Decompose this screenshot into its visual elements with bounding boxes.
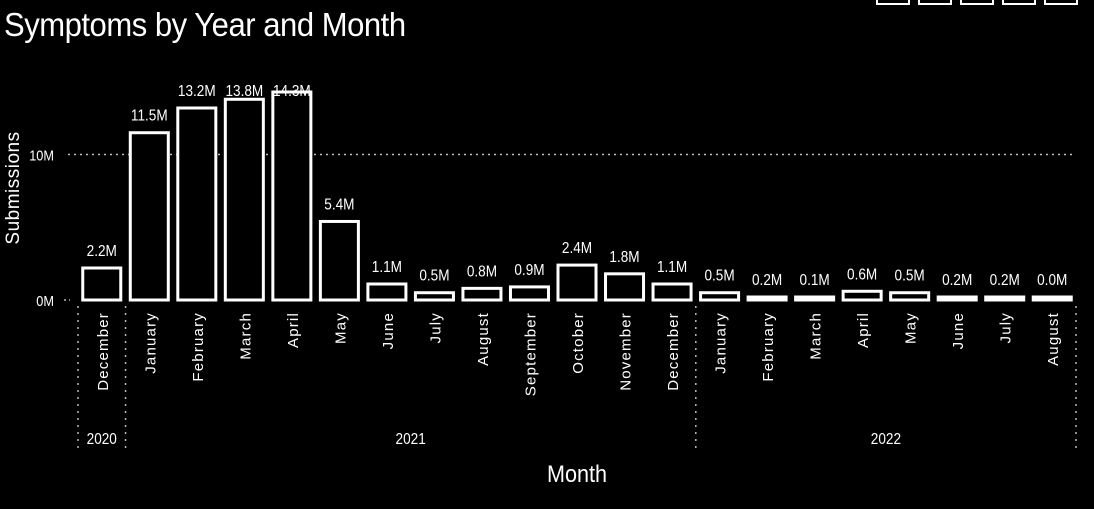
bar-april[interactable] xyxy=(271,90,313,302)
bar-june[interactable] xyxy=(936,295,978,302)
bar-december[interactable] xyxy=(81,266,123,302)
data-label: 0.0M xyxy=(1037,272,1067,289)
data-label: 11.5M xyxy=(131,108,168,125)
x-tick-label: July xyxy=(998,312,1015,343)
bar-july[interactable] xyxy=(984,295,1026,302)
data-label: 0.2M xyxy=(752,272,782,289)
x-tick-label: October xyxy=(570,312,587,374)
data-label: 14.3M xyxy=(273,83,311,100)
bar-march[interactable] xyxy=(794,295,836,302)
x-tick-label: March xyxy=(237,312,254,360)
data-label: 0.9M xyxy=(514,262,544,279)
year-label: 2022 xyxy=(871,431,901,448)
x-axis-label: Month xyxy=(547,460,607,487)
drill-up-icon[interactable] xyxy=(918,0,952,5)
data-label: 2.4M xyxy=(562,240,592,257)
data-label: 1.1M xyxy=(372,259,402,276)
data-label: 13.2M xyxy=(178,83,216,100)
x-tick-label: April xyxy=(855,312,872,348)
data-label: 0.5M xyxy=(895,268,925,285)
bar-may[interactable] xyxy=(318,219,360,302)
expand-icon[interactable] xyxy=(1002,0,1036,5)
x-tick-label: July xyxy=(427,312,444,343)
x-tick-label: December xyxy=(95,312,112,391)
filter-icon[interactable] xyxy=(876,0,910,5)
bar-december[interactable] xyxy=(651,282,693,302)
x-tick-label: January xyxy=(142,312,159,374)
visual-header-icons[interactable] xyxy=(876,0,1078,5)
data-label: 0.1M xyxy=(800,272,830,289)
bar-january[interactable] xyxy=(128,131,170,302)
x-tick-label: November xyxy=(618,312,635,391)
data-label: 13.8M xyxy=(225,83,263,100)
y-tick-label: 10M xyxy=(29,147,54,164)
x-tick-label: June xyxy=(380,312,397,349)
data-label: 0.2M xyxy=(942,272,972,289)
bar-august[interactable] xyxy=(1031,295,1073,302)
bar-october[interactable] xyxy=(556,263,598,302)
x-tick-label: August xyxy=(1045,312,1062,366)
year-label: 2020 xyxy=(87,431,117,448)
year-label: 2021 xyxy=(396,431,426,448)
data-label: 0.8M xyxy=(467,263,497,280)
bar-july[interactable] xyxy=(413,291,455,302)
x-tick-label: April xyxy=(285,312,302,348)
bar-september[interactable] xyxy=(508,285,550,302)
data-label: 2.2M xyxy=(87,243,117,260)
bar-june[interactable] xyxy=(366,282,408,302)
x-tick-label: March xyxy=(808,312,825,360)
more-options-icon[interactable] xyxy=(1044,0,1078,5)
y-axis-label: Submissions xyxy=(3,131,24,244)
x-tick-label: August xyxy=(475,312,492,366)
drill-down-icon[interactable] xyxy=(960,0,994,5)
x-tick-label: January xyxy=(713,312,730,374)
bar-may[interactable] xyxy=(889,291,931,302)
data-label: 0.5M xyxy=(704,268,734,285)
x-tick-label: February xyxy=(760,312,777,382)
x-tick-label: February xyxy=(190,312,207,382)
bar-february[interactable] xyxy=(746,295,788,302)
data-label: 0.2M xyxy=(990,272,1020,289)
data-label: 0.6M xyxy=(847,266,877,283)
data-label: 1.8M xyxy=(609,249,639,266)
x-tick-label: June xyxy=(950,312,967,349)
x-tick-label: May xyxy=(903,312,920,344)
data-label: 1.1M xyxy=(657,259,687,276)
data-label: 0.5M xyxy=(419,268,449,285)
bar-february[interactable] xyxy=(176,106,218,302)
chart-title: Symptoms by Year and Month xyxy=(4,6,406,43)
data-label: 5.4M xyxy=(324,197,354,214)
bar-november[interactable] xyxy=(604,272,646,302)
bar-august[interactable] xyxy=(461,286,503,302)
bar-january[interactable] xyxy=(699,291,741,302)
x-tick-label: May xyxy=(332,312,349,344)
x-tick-label: September xyxy=(522,312,539,396)
bar-march[interactable] xyxy=(223,97,265,302)
x-tick-label: December xyxy=(665,312,682,391)
bar-april[interactable] xyxy=(841,289,883,302)
y-tick-label: 0M xyxy=(36,292,54,309)
